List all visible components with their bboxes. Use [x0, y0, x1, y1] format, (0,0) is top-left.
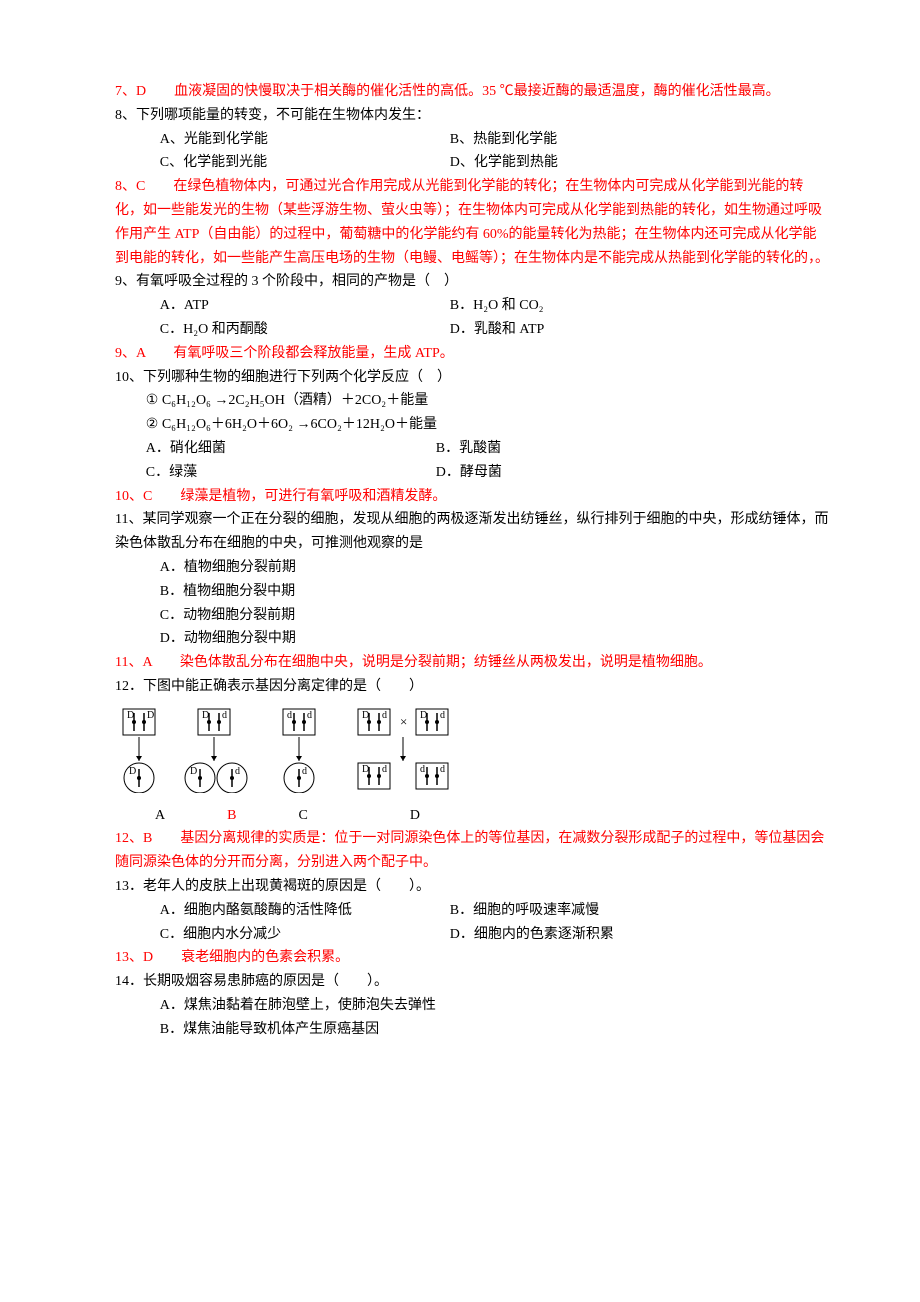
svg-text:D: D — [190, 766, 197, 777]
q13-opt-a: A．细胞内酪氨酸酶的活性降低 — [160, 899, 450, 923]
q13-options: A．细胞内酪氨酸酶的活性降低 B．细胞的呼吸速率减慢 C．细胞内水分减少 D．细… — [115, 899, 830, 947]
q12-label-c: C — [298, 804, 307, 828]
q12-label-b: B — [227, 804, 236, 828]
q12-label-d: D — [410, 804, 420, 828]
q8-stem: 8、下列哪项能量的转变，不可能在生物体内发生： — [115, 104, 830, 128]
q13-answer: 13、D 衰老细胞内的色素会积累。 — [115, 946, 830, 970]
q8-options: A、光能到化学能 B、热能到化学能 C、化学能到光能 D、化学能到热能 — [115, 128, 830, 176]
q9-opt-a: A．ATP — [160, 294, 450, 318]
svg-text:d: d — [382, 764, 387, 775]
q13-opt-c: C．细胞内水分减少 — [160, 923, 450, 947]
q8-opt-b: B、热能到化学能 — [450, 128, 557, 152]
q12-stem: 12．下图中能正确表示基因分离定律的是（ ） — [115, 675, 830, 699]
q11-opt-a: A．植物细胞分裂前期 — [160, 556, 830, 580]
q10-opt-b: B．乳酸菌 — [436, 437, 501, 461]
svg-text:D: D — [127, 710, 134, 721]
svg-text:D: D — [129, 766, 136, 777]
q12-label-a: A — [155, 804, 165, 828]
q10-eq1: ① C₆H₁₂O₆ →2C₂H₅OH（酒精）＋2CO₂＋能量 — [146, 389, 830, 413]
svg-text:D: D — [362, 710, 369, 721]
q14-opt-b: B．煤焦油能导致机体产生原癌基因 — [160, 1018, 830, 1042]
q7-answer: 7、D 血液凝固的快慢取决于相关酶的催化活性的高低。35 ℃最接近酶的最适温度，… — [115, 80, 830, 104]
q10-stem: 10、下列哪种生物的细胞进行下列两个化学反应（ ） — [115, 366, 830, 390]
svg-text:d: d — [420, 764, 425, 775]
q14-stem: 14．长期吸烟容易患肺癌的原因是（ ）。 — [115, 970, 830, 994]
q8-opt-a: A、光能到化学能 — [160, 128, 450, 152]
q11-answer: 11、A 染色体散乱分布在细胞中央，说明是分裂前期；纺锤丝从两极发出，说明是植物… — [115, 651, 830, 675]
q10-opt-c: C．绿藻 — [146, 461, 436, 485]
q10-answer: 10、C 绿藻是植物，可进行有氧呼吸和酒精发酵。 — [115, 485, 830, 509]
q8-opt-d: D、化学能到热能 — [450, 151, 558, 175]
q11-opt-d: D．动物细胞分裂中期 — [160, 627, 830, 651]
q12-answer: 12、B 基因分离规律的实质是：位于一对同源染色体上的等位基因，在减数分裂形成配… — [115, 827, 830, 875]
q9-answer: 9、A 有氧呼吸三个阶段都会释放能量，生成 ATP。 — [115, 342, 830, 366]
svg-text:D: D — [420, 710, 427, 721]
svg-text:D: D — [362, 764, 369, 775]
q12-diagram-labels: A B C D — [115, 804, 830, 828]
q10-opt-d: D．酵母菌 — [436, 461, 502, 485]
q11-opt-b: B．植物细胞分裂中期 — [160, 580, 830, 604]
q11-opt-c: C．动物细胞分裂前期 — [160, 604, 830, 628]
q14-options: A．煤焦油黏着在肺泡壁上，使肺泡失去弹性 B．煤焦油能导致机体产生原癌基因 — [115, 994, 830, 1042]
q14-opt-a: A．煤焦油黏着在肺泡壁上，使肺泡失去弹性 — [160, 994, 830, 1018]
q13-stem: 13．老年人的皮肤上出现黄褐斑的原因是（ ）。 — [115, 875, 830, 899]
svg-text:d: d — [440, 764, 445, 775]
svg-text:×: × — [400, 714, 407, 729]
svg-text:d: d — [440, 710, 445, 721]
svg-text:d: d — [222, 710, 227, 721]
q9-opt-b: B．H₂O 和 CO₂ — [450, 294, 544, 318]
q9-stem: 9、有氧呼吸全过程的 3 个阶段中，相同的产物是（ ） — [115, 270, 830, 294]
q12-diagram: D D D Dd Dd d d d Dd × Dd Dd d d — [113, 705, 830, 802]
q9-opt-c: C．H₂O 和丙酮酸 — [160, 318, 450, 342]
q9-opt-d: D．乳酸和 ATP — [450, 318, 545, 342]
svg-text:D: D — [147, 710, 154, 721]
svg-text:d: d — [287, 710, 292, 721]
q8-opt-c: C、化学能到光能 — [160, 151, 450, 175]
q10-options: A．硝化细菌 B．乳酸菌 C．绿藻 D．酵母菌 — [115, 437, 830, 485]
svg-text:D: D — [202, 710, 209, 721]
q11-options: A．植物细胞分裂前期 B．植物细胞分裂中期 C．动物细胞分裂前期 D．动物细胞分… — [115, 556, 830, 651]
svg-text:d: d — [307, 710, 312, 721]
q9-options: A．ATP B．H₂O 和 CO₂ C．H₂O 和丙酮酸 D．乳酸和 ATP — [115, 294, 830, 342]
q10-opt-a: A．硝化细菌 — [146, 437, 436, 461]
q13-opt-d: D．细胞内的色素逐渐积累 — [450, 923, 614, 947]
q8-answer: 8、C 在绿色植物体内，可通过光合作用完成从光能到化学能的转化；在生物体内可完成… — [115, 175, 830, 270]
q10-equations: ① C₆H₁₂O₆ →2C₂H₅OH（酒精）＋2CO₂＋能量 ② C₆H₁₂O₆… — [115, 389, 830, 437]
q13-opt-b: B．细胞的呼吸速率减慢 — [450, 899, 599, 923]
q10-eq2: ② C₆H₁₂O₆＋6H₂O＋6O₂ →6CO₂＋12H₂O＋能量 — [146, 413, 830, 437]
svg-text:d: d — [235, 766, 240, 777]
svg-text:d: d — [382, 710, 387, 721]
svg-text:d: d — [302, 766, 307, 777]
q11-stem: 11、某同学观察一个正在分裂的细胞，发现从细胞的两极逐渐发出纺锤丝，纵行排列于细… — [115, 508, 830, 556]
